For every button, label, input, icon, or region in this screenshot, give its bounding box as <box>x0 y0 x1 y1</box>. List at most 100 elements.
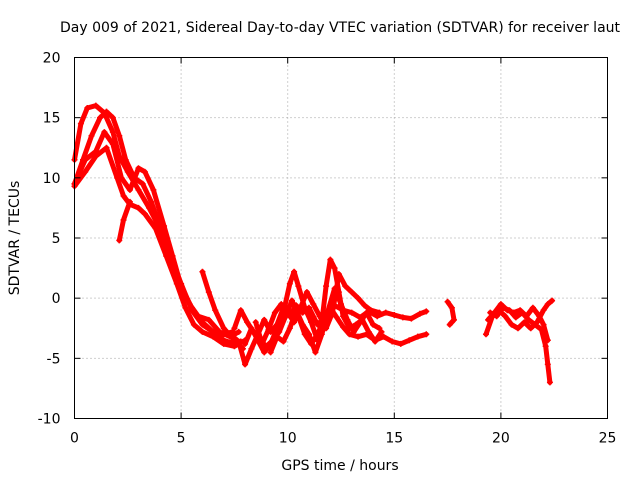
data-point-marker <box>512 314 519 321</box>
data-point-marker <box>274 325 281 332</box>
y-tick-label: -5 <box>47 351 61 367</box>
data-point-marker <box>259 340 266 347</box>
data-point-marker <box>329 309 336 316</box>
data-point-marker <box>446 321 453 328</box>
y-axis-label: SDTVAR / TECUs <box>7 181 23 296</box>
data-point-marker <box>448 304 455 311</box>
data-point-marker <box>308 319 315 326</box>
y-tick-label: 0 <box>52 291 61 307</box>
data-point-marker <box>367 307 374 314</box>
data-point-marker <box>186 301 193 308</box>
y-tick-label: 15 <box>43 111 61 127</box>
data-point-marker <box>338 301 344 308</box>
data-point-marker <box>376 325 383 332</box>
data-point-marker <box>529 304 536 311</box>
data-point-marker <box>278 301 285 308</box>
data-point-marker <box>97 114 104 121</box>
data-point-marker <box>237 307 244 314</box>
data-point-marker <box>348 309 355 316</box>
x-axis-label: GPS time / hours <box>281 458 398 474</box>
data-point-marker <box>397 340 404 347</box>
data-point-marker <box>150 186 157 193</box>
data-point-marker <box>303 289 310 296</box>
data-point-marker <box>493 313 500 320</box>
data-point-marker <box>485 316 492 323</box>
data-point-marker <box>357 319 364 326</box>
data-point-marker <box>244 319 251 326</box>
data-point-marker <box>199 268 206 275</box>
data-point-marker <box>77 120 84 127</box>
data-point-marker <box>109 141 116 148</box>
data-point-marker <box>261 349 268 356</box>
data-point-marker <box>508 321 515 328</box>
data-point-marker <box>408 315 415 322</box>
data-point-marker <box>135 165 142 172</box>
data-point-marker <box>114 174 121 181</box>
data-point-marker <box>540 307 547 314</box>
series-track-10 <box>253 271 382 347</box>
data-point-marker <box>141 168 148 175</box>
data-point-marker <box>331 265 338 272</box>
y-tick-label: 20 <box>43 51 61 67</box>
data-point-marker <box>378 328 385 335</box>
x-tick-label: 20 <box>492 431 510 447</box>
data-point-marker <box>527 325 534 332</box>
data-point-marker <box>523 313 530 320</box>
data-point-marker <box>267 349 274 356</box>
data-point-marker <box>141 210 148 217</box>
data-point-marker <box>521 319 528 326</box>
data-point-marker <box>235 338 242 345</box>
data-point-marker <box>318 331 325 338</box>
data-point-marker <box>406 337 413 344</box>
data-point-marker <box>109 129 116 136</box>
data-point-marker <box>231 343 238 350</box>
data-point-marker <box>220 325 227 332</box>
data-point-marker <box>103 144 110 151</box>
data-point-marker <box>293 307 300 314</box>
data-point-marker <box>331 285 338 292</box>
data-point-marker <box>152 225 159 232</box>
x-tick-label: 15 <box>385 431 403 447</box>
data-point-marker <box>549 297 556 304</box>
data-point-marker <box>306 331 313 338</box>
data-point-marker <box>316 313 323 320</box>
data-point-marker <box>391 312 398 319</box>
data-point-marker <box>92 153 99 160</box>
data-point-marker <box>231 325 238 332</box>
data-point-marker <box>299 321 306 328</box>
data-point-marker <box>205 289 212 296</box>
data-point-marker <box>242 361 249 368</box>
data-point-marker <box>261 316 268 323</box>
data-point-marker <box>227 331 234 338</box>
data-point-marker <box>376 309 383 316</box>
data-point-marker <box>497 301 504 308</box>
data-point-marker <box>532 321 539 328</box>
data-point-marker <box>182 304 189 311</box>
data-point-marker <box>450 316 457 323</box>
data-point-marker <box>327 256 334 263</box>
data-point-marker <box>517 307 524 314</box>
series-track-12 <box>445 299 457 328</box>
x-tick-label: 5 <box>177 431 186 447</box>
series-track-11 <box>268 286 382 355</box>
data-point-marker <box>210 333 217 340</box>
data-point-marker <box>116 237 123 244</box>
data-point-marker <box>92 102 99 109</box>
data-point-marker <box>546 379 553 386</box>
data-point-marker <box>216 328 223 335</box>
x-tick-label: 10 <box>279 431 297 447</box>
data-point-marker <box>514 325 521 332</box>
data-point-marker <box>126 186 133 193</box>
data-point-marker <box>502 313 509 320</box>
data-point-marker <box>444 298 451 305</box>
data-point-marker <box>342 283 349 290</box>
data-point-marker <box>348 289 355 296</box>
data-point-marker <box>265 326 272 333</box>
data-point-marker <box>423 331 430 338</box>
data-point-marker <box>126 198 133 205</box>
chart-title: Day 009 of 2021, Sidereal Day-to-day VTE… <box>60 20 621 36</box>
data-point-marker <box>310 301 317 308</box>
data-point-marker <box>280 338 287 345</box>
